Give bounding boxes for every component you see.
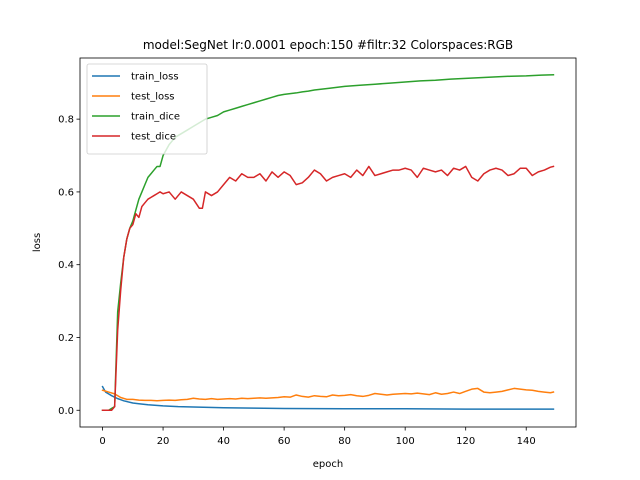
series-line-test-dice [101,165,555,412]
y-tick-label: 0.6 [58,187,74,198]
x-tick-label: 40 [217,436,230,447]
series-line-train-loss [101,385,555,410]
legend-label-test-loss: test_loss [131,92,175,103]
x-tick-label: 100 [396,436,415,447]
x-tick-label: 140 [517,436,536,447]
legend-frame [86,63,208,155]
plot-frame [79,57,577,428]
legend-label-train-dice: train_dice [131,112,180,123]
y-tick-label: 0.2 [58,333,74,344]
y-axis-label: loss [32,233,43,252]
x-tick-label: 0 [99,436,105,447]
y-tick-label: 0.4 [58,260,74,271]
legend-label-test-dice: test_dice [131,132,176,143]
legend-items: train_loss test_loss train_dice test_dice [92,72,180,143]
ticks-layer: 0 20 40 60 80 100 120 140 0.0 0.2 0.4 0.6 0.8 [58,115,536,447]
x-tick-label: 80 [338,436,351,447]
x-tick-label: 60 [278,436,291,447]
series-line-test-loss [101,387,555,402]
x-tick-label: 20 [157,436,170,447]
y-tick-label: 0.8 [58,115,74,126]
legend: train_loss test_loss train_dice test_dice [86,63,208,155]
x-tick-label: 120 [456,436,475,447]
chart-title: model:SegNet lr:0.0001 epoch:150 #filtr:… [143,38,513,52]
y-tick-label: 0.0 [58,406,74,417]
series-line-train-dice [101,73,555,412]
series-layer [101,73,555,412]
x-axis-label: epoch [313,459,343,470]
legend-label-train-loss: train_loss [131,72,179,83]
